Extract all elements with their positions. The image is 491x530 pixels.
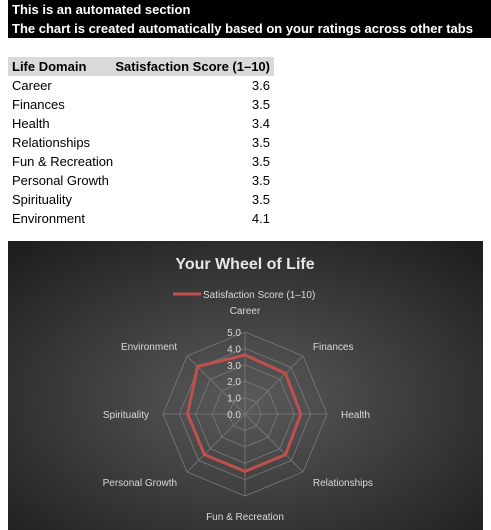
legend-label: Satisfaction Score (1–10) xyxy=(203,290,315,301)
radar-grid xyxy=(162,331,328,497)
category-label: Personal Growth xyxy=(103,478,177,489)
chart-background xyxy=(8,241,483,530)
score-cell[interactable]: 3.5 xyxy=(251,135,270,150)
category-label: Environment xyxy=(121,342,177,353)
score-cell[interactable]: 4.1 xyxy=(251,211,270,226)
radial-tick-label: 2.0 xyxy=(227,377,241,388)
radial-tick-label: 4.0 xyxy=(227,344,241,355)
table-row: Finances 3.5 xyxy=(8,95,274,114)
category-label: Career xyxy=(230,306,261,317)
chart-legend[interactable]: Satisfaction Score (1–10) xyxy=(173,290,315,301)
data-point[interactable] xyxy=(243,469,247,473)
scores-table: Life Domain Satisfaction Score (1–10) Ca… xyxy=(8,57,274,228)
data-point[interactable] xyxy=(202,453,206,457)
score-cell[interactable]: 3.5 xyxy=(251,97,270,112)
data-point[interactable] xyxy=(186,412,190,416)
domain-cell[interactable]: Career xyxy=(12,78,52,93)
data-point[interactable] xyxy=(243,353,247,357)
table-row: Career 3.6 xyxy=(8,76,274,95)
domain-cell[interactable]: Finances xyxy=(12,97,65,112)
radial-axis-ticks: 0.0 1.0 2.0 3.0 4.0 5.0 xyxy=(227,328,241,421)
radial-tick-label: 0.0 xyxy=(227,410,241,421)
automated-section-banner: This is an automated section The chart i… xyxy=(8,0,491,38)
series-satisfaction-score[interactable] xyxy=(186,353,303,473)
category-labels: Career Finances Health Relationships Fun & R… xyxy=(103,306,373,523)
domain-cell[interactable]: Spirituality xyxy=(12,192,72,207)
table-row: Personal Growth 3.5 xyxy=(8,171,274,190)
domain-cell[interactable]: Environment xyxy=(12,211,85,226)
data-point[interactable] xyxy=(299,412,303,416)
table-row: Environment 4.1 xyxy=(8,209,274,228)
score-cell[interactable]: 3.6 xyxy=(251,78,270,93)
score-cell[interactable]: 3.5 xyxy=(251,154,270,169)
score-cell[interactable]: 3.5 xyxy=(251,192,270,207)
table-row: Health 3.4 xyxy=(8,114,274,133)
column-header-score[interactable]: Satisfaction Score (1–10) xyxy=(115,59,270,74)
wheel-of-life-chart[interactable]: Your Wheel of Life Satisfaction Score (1… xyxy=(8,241,483,530)
domain-cell[interactable]: Relationships xyxy=(12,135,91,150)
domain-cell[interactable]: Health xyxy=(12,116,50,131)
banner-line-2: The chart is created automatically based… xyxy=(12,21,473,36)
table-header-row: Life Domain Satisfaction Score (1–10) xyxy=(8,57,274,76)
banner-line-1: This is an automated section xyxy=(12,2,191,17)
table-row: Spirituality 3.5 xyxy=(8,190,274,209)
category-label: Finances xyxy=(313,342,354,353)
data-point[interactable] xyxy=(284,371,288,375)
table-row: Relationships 3.5 xyxy=(8,133,274,152)
category-label: Fun & Recreation xyxy=(206,512,284,523)
chart-title: Your Wheel of Life xyxy=(175,256,314,273)
data-point[interactable] xyxy=(196,365,199,368)
radial-tick-label: 1.0 xyxy=(227,394,241,405)
radial-tick-label: 3.0 xyxy=(227,361,241,372)
table-row: Fun & Recreation 3.5 xyxy=(8,152,274,171)
grid-spoke xyxy=(244,355,304,415)
score-cell[interactable]: 3.4 xyxy=(251,116,270,131)
column-header-life-domain[interactable]: Life Domain xyxy=(12,59,87,74)
grid-spoke xyxy=(186,413,246,473)
radial-tick-label: 5.0 xyxy=(227,328,241,339)
grid-spoke xyxy=(244,413,304,473)
domain-cell[interactable]: Personal Growth xyxy=(12,173,109,188)
domain-cell[interactable]: Fun & Recreation xyxy=(12,154,114,169)
category-label: Health xyxy=(341,410,370,421)
category-label: Spirituality xyxy=(103,410,149,421)
radar-chart-svg: Your Wheel of Life Satisfaction Score (1… xyxy=(8,241,483,530)
category-label: Relationships xyxy=(313,478,373,489)
data-point[interactable] xyxy=(284,453,288,457)
score-cell[interactable]: 3.5 xyxy=(251,173,270,188)
